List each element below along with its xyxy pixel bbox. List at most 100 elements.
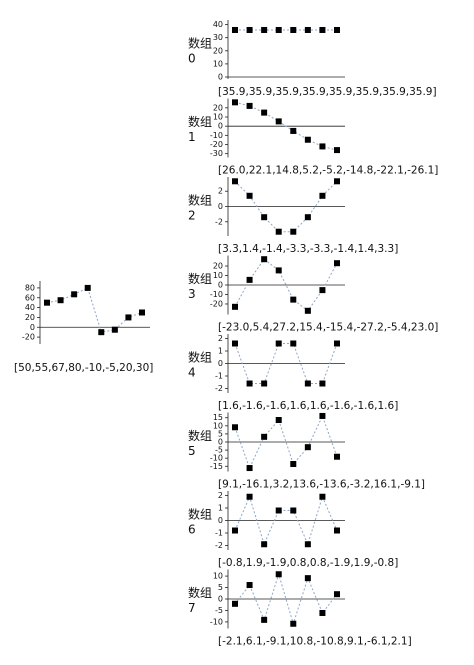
chart-index: 0 <box>188 52 196 66</box>
y-tick-label: -20 <box>22 333 35 342</box>
y-tick-label: -20 <box>210 140 223 149</box>
data-point <box>246 26 253 33</box>
data-point <box>246 276 253 283</box>
data-point <box>334 340 340 347</box>
data-point <box>319 192 326 199</box>
data-point <box>275 118 282 125</box>
chart-label: 数组 <box>188 36 212 51</box>
y-tick-label: -1 <box>215 372 223 381</box>
y-tick-label: -2 <box>215 541 223 550</box>
data-point <box>261 616 268 623</box>
data-point <box>319 493 326 500</box>
y-tick-label: 0 <box>218 202 223 211</box>
data-point <box>290 620 297 627</box>
data-point <box>319 412 326 419</box>
y-tick-label: 2 <box>218 491 223 500</box>
y-tick-label: 1 <box>218 347 223 356</box>
data-point <box>304 307 311 314</box>
y-tick-label: 20 <box>25 313 35 322</box>
data-point <box>275 571 282 578</box>
data-point <box>261 433 268 440</box>
y-tick-label: -20 <box>210 299 223 308</box>
data-point <box>275 340 282 347</box>
y-tick-label: -2 <box>215 384 223 393</box>
data-line <box>234 414 338 470</box>
data-point <box>334 147 340 154</box>
data-point <box>275 267 282 274</box>
data-point <box>57 297 64 304</box>
y-tick-label: -5 <box>215 446 223 455</box>
y-tick-label: 0 <box>218 516 223 525</box>
data-point <box>334 527 340 534</box>
chart-label: 数组 <box>188 428 212 443</box>
caption: [35.9,35.9,35.9,35.9,35.9,35.9,35.9,35.9… <box>218 86 437 98</box>
data-point <box>246 380 253 387</box>
y-tick-label: -10 <box>210 617 223 626</box>
y-tick-label: 0 <box>218 281 223 290</box>
data-point <box>290 340 297 347</box>
data-point <box>44 299 50 306</box>
caption: [1.6,-1.6,-1.6,1.6,1.6,-1.6,-1.6,1.6] <box>218 400 398 412</box>
chart-index: 7 <box>188 601 196 615</box>
data-point <box>246 102 253 109</box>
data-point <box>334 260 340 267</box>
data-point <box>246 582 253 589</box>
caption: [3.3,1.4,-1.4,-3.3,-3.3,-1.4,1.4,3.3] <box>218 243 398 255</box>
data-point <box>290 461 297 467</box>
data-point <box>290 507 297 514</box>
data-point <box>261 109 268 116</box>
y-tick-label: 10 <box>213 113 223 122</box>
y-tick-label: 0 <box>218 438 223 447</box>
data-point <box>84 284 91 291</box>
y-tick-label: 1 <box>218 504 223 513</box>
data-point <box>304 444 311 451</box>
data-point <box>319 609 326 616</box>
data-point <box>319 380 326 387</box>
data-point <box>334 591 340 598</box>
chart-label: 数组 <box>188 193 212 208</box>
data-point <box>304 26 311 33</box>
data-point <box>319 287 326 294</box>
y-tick-label: -1 <box>215 529 223 538</box>
y-tick-label: 20 <box>213 46 223 55</box>
y-tick-label: 15 <box>213 413 223 422</box>
y-tick-label: 5 <box>218 429 223 438</box>
data-point <box>304 380 311 387</box>
data-point <box>304 214 311 221</box>
y-tick-label: 40 <box>213 20 223 29</box>
data-point <box>290 296 297 303</box>
chart-label: 数组 <box>188 350 212 365</box>
y-tick-label: 10 <box>213 421 223 430</box>
y-tick-label: -5 <box>215 606 223 615</box>
caption: [26.0,22.1,14.8,5.2,-5.2,-14.8,-22.1,-26… <box>218 165 438 177</box>
y-tick-label: 20 <box>213 262 223 271</box>
y-tick-label: 10 <box>213 572 223 581</box>
data-point <box>275 228 282 235</box>
y-tick-label: 80 <box>25 283 35 292</box>
data-point <box>275 417 282 423</box>
chart-label: 数组 <box>188 585 212 600</box>
data-point <box>232 340 238 347</box>
data-point <box>290 26 297 33</box>
data-point <box>261 26 268 33</box>
y-tick-label: 2 <box>218 334 223 343</box>
data-point <box>246 465 253 472</box>
data-point <box>232 424 238 431</box>
y-tick-label: 0 <box>218 122 223 131</box>
data-point <box>246 493 253 500</box>
data-point <box>246 192 253 199</box>
y-tick-label: 40 <box>25 303 35 312</box>
data-point <box>111 326 118 333</box>
data-point <box>261 541 268 548</box>
y-tick-label: -10 <box>210 290 223 299</box>
y-tick-label: 0 <box>218 359 223 368</box>
data-point <box>232 527 238 534</box>
chart-label: 数组 <box>188 114 212 129</box>
y-tick-label: 0 <box>218 73 223 82</box>
data-point <box>261 214 268 221</box>
data-point <box>139 309 145 316</box>
chart-label: 数组 <box>188 271 212 286</box>
data-line <box>46 287 143 333</box>
